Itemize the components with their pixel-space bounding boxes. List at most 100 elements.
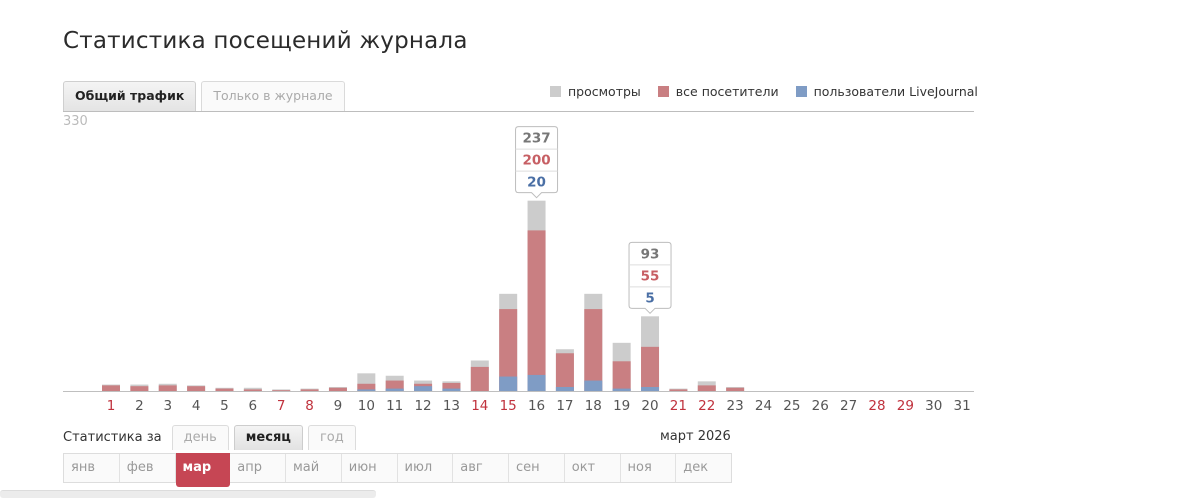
- bar-visitors-day-2: [130, 386, 149, 391]
- x-tick-label-1: 1: [107, 398, 116, 414]
- bar-lj-users-day-18: [584, 380, 603, 391]
- bar-visitors-day-11: [385, 380, 404, 391]
- x-tick-label-9: 9: [334, 398, 343, 414]
- bar-visitors-day-23: [726, 387, 745, 391]
- legend-item-lj-users: пользователи LiveJournal: [795, 84, 978, 99]
- current-month-label: март 2026: [660, 429, 731, 444]
- legend-label-visitors: все посетители: [675, 84, 779, 99]
- bar-lj-users-day-15: [499, 376, 518, 391]
- month-jun[interactable]: июн: [342, 454, 398, 482]
- month-apr[interactable]: апр: [230, 454, 286, 482]
- bar-views-day-6: [243, 387, 262, 391]
- x-tick-label-17: 17: [556, 398, 573, 414]
- bar-visitors-day-7: [272, 390, 291, 391]
- bar-visitors-day-8: [300, 389, 319, 391]
- legend-label-views: просмотры: [568, 84, 641, 99]
- tooltip-lj-users-day-16: 20: [527, 175, 546, 191]
- x-tick-label-16: 16: [528, 398, 545, 414]
- period-year-button[interactable]: год: [307, 425, 356, 450]
- legend-item-visitors: все посетители: [657, 84, 779, 99]
- period-selector: Статистика за день месяц год: [63, 425, 361, 450]
- x-tick-label-2: 2: [135, 398, 144, 414]
- x-tick-label-22: 22: [698, 398, 715, 414]
- bar-visitors-day-20: [641, 346, 660, 391]
- legend-item-views: просмотры: [550, 84, 641, 99]
- bar-lj-users-day-12: [414, 386, 433, 391]
- bar-lj-users-day-17: [555, 386, 574, 391]
- tab-journal-only[interactable]: Только в журнале: [201, 81, 345, 111]
- x-tick-label-4: 4: [192, 398, 201, 414]
- month-sep[interactable]: сен: [509, 454, 565, 482]
- bar-visitors-day-5: [215, 388, 234, 391]
- month-selector: янв фев мар апр май июн июл авг сен окт …: [63, 453, 732, 487]
- x-tick-label-11: 11: [386, 398, 403, 414]
- x-tick-label-28: 28: [868, 398, 885, 414]
- x-tick-label-30: 30: [925, 398, 942, 414]
- chart-top-line: [63, 111, 974, 112]
- period-label: Статистика за: [63, 430, 162, 445]
- x-tick-label-10: 10: [358, 398, 375, 414]
- bar-lj-users-day-19: [612, 388, 631, 391]
- x-tick-label-26: 26: [812, 398, 829, 414]
- x-tick-label-24: 24: [755, 398, 772, 414]
- bar-visitors-day-18: [584, 309, 603, 391]
- legend-label-lj-users: пользователи LiveJournal: [813, 84, 978, 99]
- month-mar[interactable]: мар: [175, 453, 231, 487]
- x-tick-label-20: 20: [641, 398, 658, 414]
- tooltip-box-day-20: [628, 241, 672, 315]
- legend-swatch-lj-users: [795, 86, 807, 97]
- month-jan[interactable]: янв: [64, 454, 120, 482]
- bar-lj-users-day-20: [641, 386, 660, 391]
- bar-lj-users-day-13: [442, 388, 461, 391]
- x-tick-label-5: 5: [220, 398, 229, 414]
- tooltip-views-day-20: 93: [641, 246, 660, 262]
- tooltip-visitors-day-20: 55: [641, 268, 660, 284]
- chart-legend: просмотры все посетители пользователи Li…: [550, 84, 978, 99]
- legend-swatch-visitors: [657, 86, 669, 97]
- bar-visitors-day-6: [243, 389, 262, 391]
- traffic-tabs: Общий трафик Только в журнале: [63, 81, 350, 112]
- bar-lj-users-day-11: [385, 388, 404, 391]
- traffic-chart: 1 2 3 4 5 6 7 8 9 10 11 12 13 14 15 16 17 18 19 20 21 22 23 24 2…: [63, 126, 974, 414]
- bar-lj-users-day-16: [527, 374, 546, 391]
- bar-visitors-day-4: [187, 386, 206, 391]
- bar-lj-users-day-10: [357, 389, 376, 391]
- bar-visitors-day-9: [328, 387, 347, 391]
- month-nov[interactable]: ноя: [621, 454, 677, 482]
- bar-visitors-day-19: [612, 361, 631, 391]
- period-day-button[interactable]: день: [171, 425, 229, 450]
- period-month-button[interactable]: месяц: [233, 425, 303, 450]
- x-tick-label-25: 25: [783, 398, 800, 414]
- x-tick-label-15: 15: [500, 398, 517, 414]
- tooltip-box-day-16: [515, 126, 559, 199]
- x-tick-label-7: 7: [277, 398, 286, 414]
- tooltip-views-day-16: 237: [522, 131, 550, 147]
- bar-visitors-day-1: [102, 385, 120, 391]
- tooltip-visitors-day-16: 200: [522, 153, 550, 169]
- x-tick-label-13: 13: [443, 398, 460, 414]
- month-aug[interactable]: авг: [453, 454, 509, 482]
- bar-visitors-day-16: [527, 230, 546, 391]
- tooltip-lj-users-day-20: 5: [645, 290, 654, 306]
- x-tick-label-31: 31: [954, 398, 971, 414]
- x-tick-label-18: 18: [585, 398, 602, 414]
- x-tick-label-6: 6: [249, 398, 258, 414]
- legend-swatch-views: [550, 86, 561, 97]
- month-feb[interactable]: фев: [120, 454, 176, 482]
- x-tick-label-12: 12: [414, 398, 431, 414]
- bar-visitors-day-13: [442, 382, 461, 391]
- month-oct[interactable]: окт: [565, 454, 621, 482]
- x-tick-label-8: 8: [305, 398, 314, 414]
- month-may[interactable]: май: [286, 454, 342, 482]
- x-tick-label-3: 3: [163, 398, 172, 414]
- bar-visitors-day-15: [499, 309, 518, 391]
- horizontal-scrollbar[interactable]: [0, 490, 376, 498]
- x-tick-label-14: 14: [471, 398, 488, 414]
- page-title: Статистика посещений журнала: [63, 28, 468, 54]
- bar-visitors-day-22: [697, 385, 716, 391]
- x-tick-label-21: 21: [670, 398, 687, 414]
- bar-visitors-day-10: [357, 383, 376, 391]
- tab-total-traffic[interactable]: Общий трафик: [63, 81, 197, 111]
- month-jul[interactable]: июл: [398, 454, 454, 482]
- month-dec[interactable]: дек: [683, 460, 709, 475]
